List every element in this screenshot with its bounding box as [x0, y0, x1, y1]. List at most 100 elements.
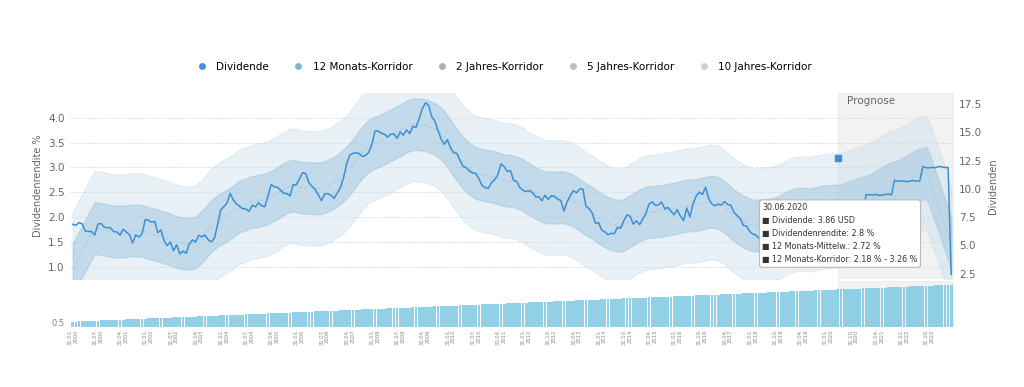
Bar	[846, 289, 849, 327]
Bar	[181, 317, 184, 327]
Bar	[925, 286, 928, 327]
Bar	[673, 296, 676, 327]
Bar	[780, 292, 782, 327]
Bar	[276, 313, 279, 327]
Bar	[195, 317, 197, 327]
Bar	[874, 288, 878, 327]
Bar	[151, 319, 153, 327]
Bar	[307, 312, 310, 327]
Bar	[134, 319, 137, 327]
Bar	[236, 315, 238, 327]
Bar	[456, 305, 459, 327]
Bar	[606, 299, 609, 327]
Bar	[143, 319, 146, 327]
Bar	[113, 320, 115, 327]
Bar	[827, 290, 829, 327]
Bar	[616, 299, 618, 327]
Bar	[802, 291, 805, 327]
Bar	[644, 298, 647, 327]
Bar	[512, 303, 515, 327]
Bar	[890, 287, 893, 327]
Bar	[446, 306, 449, 327]
Text: Dividenden-Historie für Johnson & Johnson: Dividenden-Historie für Johnson & Johnso…	[318, 15, 706, 30]
Bar	[896, 287, 899, 327]
Bar	[905, 287, 908, 327]
Bar	[213, 316, 216, 327]
Bar	[531, 302, 534, 327]
Bar	[201, 316, 204, 327]
Bar	[931, 286, 934, 327]
Bar	[494, 304, 496, 327]
Bar	[717, 295, 720, 327]
Bar	[940, 285, 943, 327]
Bar	[96, 320, 99, 327]
Bar	[739, 294, 741, 327]
Bar	[858, 289, 861, 327]
Bar	[93, 321, 96, 327]
Bar	[849, 289, 852, 327]
Bar	[187, 317, 190, 327]
Bar	[572, 301, 574, 327]
Bar	[242, 315, 244, 327]
Bar	[172, 317, 175, 327]
Bar	[609, 299, 612, 327]
Bar	[368, 309, 370, 327]
Bar	[453, 306, 456, 327]
Bar	[579, 300, 581, 327]
Bar	[500, 304, 503, 327]
Bar	[688, 296, 691, 327]
Bar	[263, 313, 266, 327]
Bar	[412, 307, 415, 327]
Bar	[225, 315, 228, 327]
Bar	[219, 315, 222, 327]
Bar	[562, 301, 565, 327]
Text: Prognose: Prognose	[847, 96, 895, 106]
Bar	[348, 310, 351, 327]
Bar	[805, 291, 808, 327]
Bar	[820, 290, 823, 327]
Bar	[912, 286, 914, 327]
Bar	[767, 293, 770, 327]
Bar	[110, 320, 112, 327]
Bar	[705, 295, 707, 327]
Bar	[720, 295, 723, 327]
Bar	[169, 318, 172, 327]
Bar	[295, 312, 298, 327]
Bar	[902, 287, 905, 327]
Bar	[345, 310, 348, 327]
Bar	[327, 311, 330, 327]
Bar	[528, 303, 530, 327]
Bar	[919, 286, 922, 327]
Bar	[676, 296, 679, 327]
Bar	[137, 319, 140, 327]
Bar	[87, 321, 90, 327]
Bar	[868, 288, 870, 327]
Bar	[752, 293, 755, 327]
Bar	[204, 316, 207, 327]
Bar	[228, 315, 231, 327]
Bar	[660, 297, 663, 327]
Bar	[128, 319, 131, 327]
Bar	[657, 297, 659, 327]
Bar	[553, 301, 556, 327]
Bar	[865, 288, 867, 327]
Bar	[887, 288, 890, 327]
Bar	[796, 291, 799, 327]
Bar	[613, 299, 615, 327]
Bar	[814, 290, 817, 327]
Bar	[336, 310, 339, 327]
Bar	[210, 316, 213, 327]
Bar	[711, 295, 714, 327]
Bar	[272, 313, 275, 327]
Bar	[597, 300, 600, 327]
Bar	[398, 308, 401, 327]
Bar	[248, 314, 251, 327]
Bar	[745, 293, 748, 327]
Bar	[292, 312, 295, 327]
Bar	[361, 310, 364, 327]
Bar	[547, 302, 550, 327]
Bar	[943, 285, 946, 327]
Bar	[509, 303, 512, 327]
Bar	[742, 293, 744, 327]
Bar	[937, 285, 940, 327]
